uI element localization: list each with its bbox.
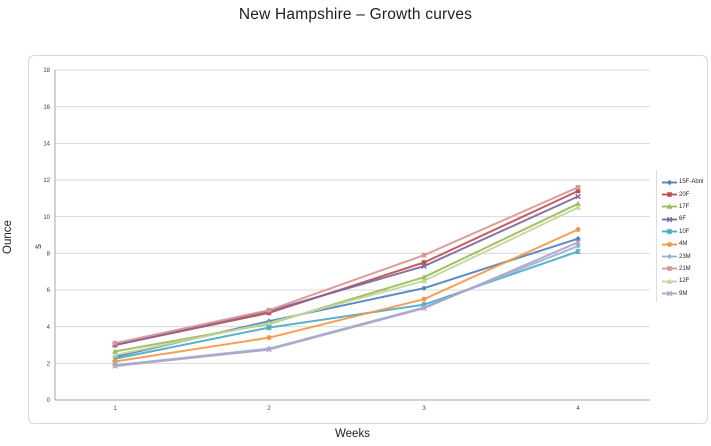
legend-swatch: [662, 266, 677, 272]
legend: 15F-Abnl 20F 17F 6F 10F 4M 23M 21M 12F 9M: [656, 170, 710, 302]
legend-item: 21M: [662, 263, 710, 275]
series-line: [114, 241, 579, 368]
legend-item: 10F: [662, 226, 710, 238]
legend-label: 9M: [679, 290, 688, 297]
legend-label: 10F: [679, 228, 690, 235]
y-tick-label: 12: [43, 178, 50, 184]
legend-label: 17F: [679, 203, 690, 210]
series-line: [114, 250, 579, 360]
legend-item: 20F: [662, 188, 710, 200]
legend-item: 17F: [662, 201, 710, 213]
series-line: [114, 228, 579, 363]
legend-label: 20F: [679, 191, 690, 198]
legend-label: 6F: [679, 216, 687, 223]
y-tick-label: 8: [47, 252, 51, 258]
legend-swatch: [662, 204, 677, 210]
y-tick-label: 10: [43, 215, 50, 221]
legend-item: 23M: [662, 250, 710, 262]
legend-item: 15F-Abnl: [662, 176, 710, 188]
legend-item: 4M: [662, 238, 710, 250]
legend-swatch: [662, 216, 677, 223]
legend-swatch: [662, 290, 677, 297]
y-tick-label: 4: [47, 325, 51, 331]
legend-swatch: [662, 253, 677, 260]
y-tick-label: 2: [47, 362, 51, 368]
y-tick-label: 6: [47, 288, 51, 294]
legend-label: 15F-Abnl: [679, 179, 704, 186]
x-tick-label: 2: [267, 406, 271, 412]
y-tick-label: 18: [43, 68, 50, 74]
y-axis-stray-glyph: s: [33, 244, 44, 249]
series-line: [114, 186, 579, 345]
chart-title: New Hampshire – Growth curves: [238, 6, 473, 23]
legend-label: 21M: [679, 265, 691, 272]
legend-label: 12F: [679, 278, 690, 285]
y-tick-label: 0: [47, 398, 51, 404]
x-axis-title: Weeks: [335, 428, 370, 440]
legend-swatch: [662, 179, 677, 185]
series-line: [114, 195, 579, 346]
legend-label: 23M: [679, 253, 691, 260]
legend-item: 12F: [662, 275, 710, 287]
y-tick-label: 14: [43, 142, 50, 148]
series-line: [114, 206, 579, 357]
x-tick-label: 3: [422, 406, 426, 412]
y-tick-label: 16: [43, 105, 50, 111]
legend-swatch: [662, 278, 677, 284]
legend-item: 9M: [662, 288, 710, 300]
legend-label: 4M: [679, 241, 688, 248]
series-line: [114, 202, 579, 353]
y-axis-title: Ounce: [2, 220, 14, 255]
x-tick-label: 4: [576, 406, 580, 412]
legend-item: 6F: [662, 213, 710, 225]
legend-swatch: [662, 192, 677, 197]
legend-swatch: [662, 241, 677, 247]
x-tick-label: 1: [113, 406, 117, 412]
legend-swatch: [662, 228, 677, 235]
series-line: [114, 190, 579, 346]
